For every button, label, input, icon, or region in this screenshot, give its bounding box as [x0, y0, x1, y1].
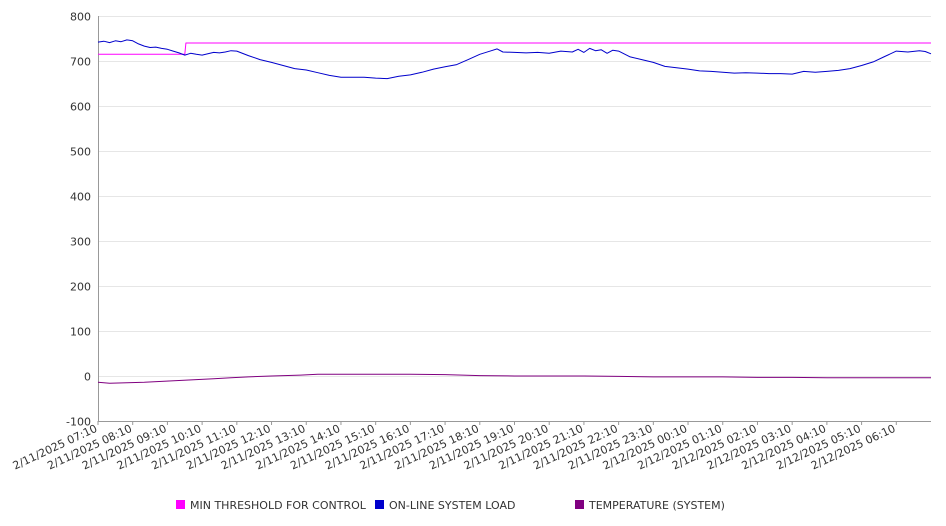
- legend-label: MIN THRESHOLD FOR CONTROL: [190, 499, 367, 512]
- y-tick-label: 200: [70, 281, 91, 294]
- x-axis-tick-labels: 2/11/2025 07:102/11/2025 08:102/11/2025 …: [11, 422, 898, 472]
- legend-label: TEMPERATURE (SYSTEM): [588, 499, 725, 512]
- series-line-temperature-system: [97, 373, 931, 384]
- y-tick-label: 400: [70, 191, 91, 204]
- series-line-on-line-system-load: [97, 39, 932, 80]
- y-tick-label: 800: [70, 11, 91, 24]
- y-tick-label: 0: [84, 371, 91, 384]
- y-tick-label: -100: [66, 416, 91, 429]
- legend-label: ON-LINE SYSTEM LOAD: [389, 499, 515, 512]
- legend-swatch: [575, 500, 584, 509]
- y-axis-tick-labels: -100 0 100 200 300 400 500 600 700 800: [66, 11, 91, 429]
- y-tick-label: 500: [70, 146, 91, 159]
- axes: [97, 16, 931, 425]
- y-tick-label: 300: [70, 236, 91, 249]
- y-tick-label: 600: [70, 101, 91, 114]
- legend: MIN THRESHOLD FOR CONTROL ON-LINE SYSTEM …: [176, 499, 725, 512]
- legend-swatch: [375, 500, 384, 509]
- gridlines: [98, 16, 931, 422]
- series-lines: [97, 39, 932, 384]
- y-tick-label: 700: [70, 56, 91, 69]
- y-tick-label: 100: [70, 326, 91, 339]
- series-line-min-threshold-for-control: [98, 42, 931, 55]
- legend-swatch: [176, 500, 185, 509]
